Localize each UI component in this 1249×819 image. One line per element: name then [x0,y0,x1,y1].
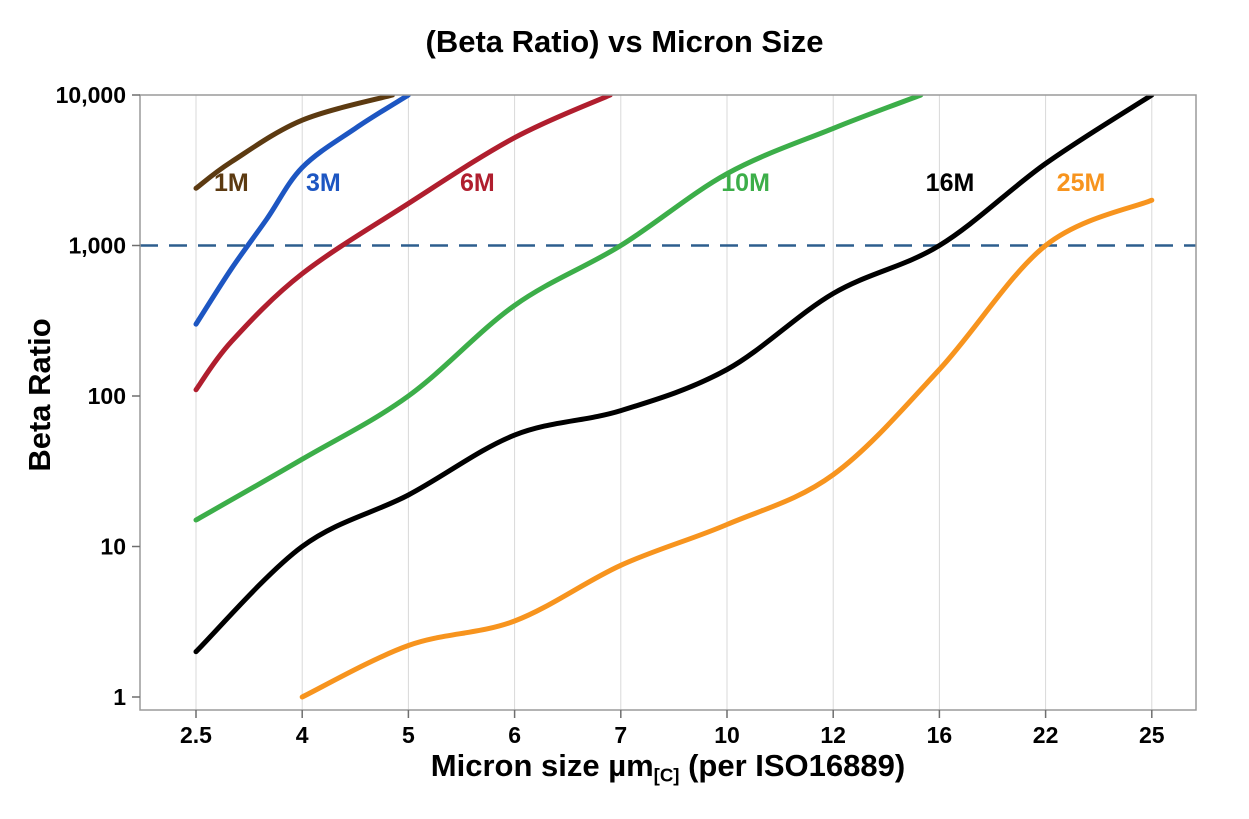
series-label-16M: 16M [926,169,975,197]
x-tick-label: 7 [614,722,627,748]
x-tick-label: 5 [402,722,415,748]
x-axis-title-prefix: Micron size µm [430,748,654,783]
series-curve-3M [193,95,411,327]
plot-border [139,94,1197,711]
x-tick-label: 4 [296,722,309,748]
chart-title: (Beta Ratio) vs Micron Size [425,24,824,59]
x-tick-label: 22 [1033,722,1059,748]
y-tick-label: 100 [88,383,126,409]
series-label-25M: 25M [1057,169,1106,197]
series-curve-25M [299,197,1155,700]
y-tick-label: 1 [113,684,126,710]
series-curve-6M [193,95,613,393]
series-label-3M: 3M [306,169,341,197]
x-tick-label: 2.5 [180,722,212,748]
series-label-1M: 1M [214,169,249,197]
y-tick-label: 10 [100,534,126,560]
y-tick-label: 10,000 [56,82,126,108]
x-tick-label: 6 [508,722,521,748]
x-tick-label: 25 [1139,722,1165,748]
series-label-6M: 6M [460,169,495,197]
series-curve-10M [193,95,924,523]
x-tick-label: 12 [820,722,846,748]
series-curve-1M [193,95,395,191]
y-tick-label: 1,000 [68,233,126,259]
series-label-10M: 10M [721,169,770,197]
x-axis-title: Micron size µm[C] (per ISO16889) [140,748,1196,787]
x-tick-label: 16 [927,722,953,748]
x-tick-label: 10 [714,722,740,748]
series-curve-16M [193,95,1155,655]
x-axis-title-suffix: (per ISO16889) [679,748,906,783]
x-axis-title-subscript: [C] [653,764,680,786]
